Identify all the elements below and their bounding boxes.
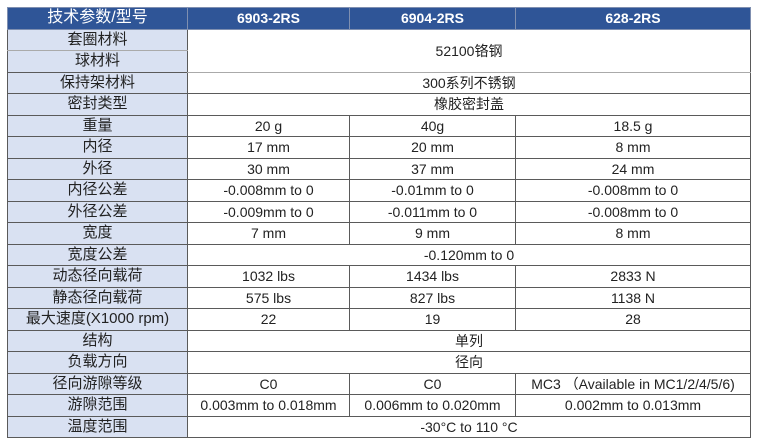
value-cell: 7 mm [187,222,350,245]
row-label: 密封类型 [7,93,188,116]
value-cell: 9 mm [349,222,516,245]
value-cell: -0.008mm to 0 [515,200,751,223]
value-cell: 0.006mm to 0.020mm [349,394,516,417]
value-cell: 575 lbs [187,286,350,309]
header-model-6904: 6904-2RS [349,7,516,30]
merged-value-cell: -0.120mm to 0 [187,243,751,266]
merged-value-cell: -30°C to 110 °C [187,415,751,438]
table-row: 负载方向 径向 [7,351,751,374]
table-row: 球材料 [7,50,751,73]
table-row: 游隙范围 0.003mm to 0.018mm 0.006mm to 0.020mm… [7,394,751,417]
merged-value-cell: 单列 [187,329,751,352]
value-cell: 8 mm [515,222,751,245]
value-cell: 2833 N [515,265,751,288]
row-label: 套圈材料 [7,28,188,51]
header-param-model: 技术参数/型号 [7,7,188,30]
merged-value-cell: 径向 [187,351,751,374]
value-cell: 8 mm [515,136,751,159]
table-row: 径向游隙等级 C0 C0 MC3 （Available in MC1/2/4/5/6) [7,372,751,395]
table-row: 外径公差 -0.009mm to 0 -0.011mm to 0 -0.008mm t… [7,200,751,223]
row-label: 内径公差 [7,179,188,202]
value-cell: -0.01mm to 0 [349,179,516,202]
merged-value-cell: 橡胶密封盖 [187,93,751,116]
value-cell: C0 [187,372,350,395]
value-cell: 19 [349,308,516,331]
table-row: 重量 20 g 40g 18.5 g [7,114,751,137]
row-label: 宽度公差 [7,243,188,266]
value-cell: -0.011mm to 0 [349,200,516,223]
value-cell: 827 lbs [349,286,516,309]
value-cell: -0.008mm to 0 [515,179,751,202]
value-cell: 0.003mm to 0.018mm [187,394,350,417]
value-cell: 20 g [187,114,350,137]
table-row: 最大速度(X1000 rpm) 22 19 28 [7,308,751,331]
merged-value-cell: 300系列不锈钢 [187,71,751,94]
row-label: 保持架材料 [7,71,188,94]
table-row: 宽度公差 -0.120mm to 0 [7,243,751,266]
value-cell: MC3 （Available in MC1/2/4/5/6) [515,372,751,395]
header-model-6903: 6903-2RS [187,7,350,30]
table-row: 密封类型 橡胶密封盖 [7,93,751,116]
value-cell: 1434 lbs [349,265,516,288]
row-label: 径向游隙等级 [7,372,188,395]
table-row: 宽度 7 mm 9 mm 8 mm [7,222,751,245]
table-row: 外径 30 mm 37 mm 24 mm [7,157,751,180]
merged-value-cell: 52100铬钢 [187,28,751,73]
table-row: 温度范围 -30°C to 110 °C [7,415,751,438]
row-label: 结构 [7,329,188,352]
bearing-spec-table: 技术参数/型号 6903-2RS 6904-2RS 628-2RS 套圈材料 52… [7,7,751,438]
value-cell: -0.009mm to 0 [187,200,350,223]
value-cell: 28 [515,308,751,331]
row-label: 外径公差 [7,200,188,223]
value-cell: 40g [349,114,516,137]
value-cell: 22 [187,308,350,331]
row-label: 动态径向载荷 [7,265,188,288]
value-cell: 1032 lbs [187,265,350,288]
row-label: 温度范围 [7,415,188,438]
table-row: 动态径向载荷 1032 lbs 1434 lbs 2833 N [7,265,751,288]
row-label: 内径 [7,136,188,159]
row-label: 重量 [7,114,188,137]
value-cell: -0.008mm to 0 [187,179,350,202]
table-row: 结构 单列 [7,329,751,352]
row-label: 宽度 [7,222,188,245]
table-row: 静态径向载荷 575 lbs 827 lbs 1138 N [7,286,751,309]
value-cell: 1138 N [515,286,751,309]
table-row: 保持架材料 300系列不锈钢 [7,71,751,94]
table-row: 套圈材料 52100铬钢 [7,28,751,73]
value-cell: C0 [349,372,516,395]
value-cell: 17 mm [187,136,350,159]
header-model-628: 628-2RS [515,7,751,30]
value-cell: 20 mm [349,136,516,159]
value-cell: 18.5 g [515,114,751,137]
header-row: 技术参数/型号 6903-2RS 6904-2RS 628-2RS [7,7,751,30]
row-label: 球材料 [7,50,188,73]
spec-rows: 套圈材料 52100铬钢 球材料 保持架材料 300系列不锈钢 密封类型 橡胶密封盖 重量 20… [7,28,751,438]
row-label: 最大速度(X1000 rpm) [7,308,188,331]
row-label: 外径 [7,157,188,180]
row-label: 静态径向载荷 [7,286,188,309]
value-cell: 24 mm [515,157,751,180]
value-cell: 0.002mm to 0.013mm [515,394,751,417]
value-cell: 30 mm [187,157,350,180]
row-label: 负载方向 [7,351,188,374]
table-row: 内径 17 mm 20 mm 8 mm [7,136,751,159]
table-row: 内径公差 -0.008mm to 0 -0.01mm to 0 -0.008mm to… [7,179,751,202]
value-cell: 37 mm [349,157,516,180]
row-label: 游隙范围 [7,394,188,417]
